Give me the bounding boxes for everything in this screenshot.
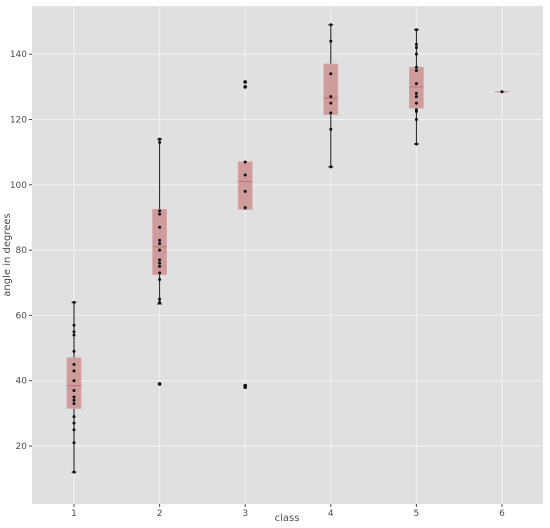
data-point xyxy=(414,82,418,86)
x-axis-title: class xyxy=(275,513,300,524)
data-point xyxy=(72,362,76,366)
data-point xyxy=(158,248,162,252)
data-point xyxy=(329,23,333,27)
x-tick-label: 4 xyxy=(328,509,334,519)
data-point xyxy=(72,323,76,327)
data-point xyxy=(158,258,162,262)
data-point xyxy=(72,300,76,304)
data-point xyxy=(158,271,162,275)
data-point xyxy=(414,101,418,105)
data-point xyxy=(72,470,76,474)
outlier-point xyxy=(157,382,162,386)
data-point xyxy=(414,28,418,32)
data-point xyxy=(158,261,162,265)
iqr-box xyxy=(323,63,339,115)
y-tick-label: 20 xyxy=(16,442,28,452)
y-tick-label: 120 xyxy=(10,115,27,125)
data-points xyxy=(72,23,504,474)
data-point xyxy=(414,46,418,50)
data-point xyxy=(158,209,162,213)
x-tick-label: 3 xyxy=(242,509,248,519)
data-point xyxy=(158,277,162,281)
iqr-box xyxy=(66,357,82,409)
iqr-box xyxy=(237,161,253,210)
plot-panel xyxy=(32,6,543,504)
data-point xyxy=(158,264,162,268)
data-point xyxy=(72,421,76,425)
y-axis-ticks: 20 40 60 80 100 120 140 xyxy=(10,50,32,452)
data-point xyxy=(72,395,76,399)
data-point xyxy=(243,189,247,193)
boxes xyxy=(66,24,509,473)
y-tick-label: 80 xyxy=(16,246,28,256)
data-point xyxy=(72,333,76,337)
x-tick-label: 2 xyxy=(157,509,163,519)
data-point xyxy=(414,52,418,56)
data-point xyxy=(72,428,76,432)
data-point xyxy=(158,212,162,216)
data-point xyxy=(414,108,418,112)
data-point xyxy=(158,140,162,144)
data-point xyxy=(243,173,247,177)
data-point xyxy=(158,225,162,229)
data-point xyxy=(243,206,247,210)
data-point xyxy=(414,117,418,121)
data-point xyxy=(72,379,76,383)
data-point xyxy=(158,242,162,246)
data-point xyxy=(414,69,418,73)
data-point xyxy=(329,72,333,76)
data-point xyxy=(414,65,418,69)
outlier-point xyxy=(243,85,247,89)
x-axis-ticks: 1 2 3 4 5 6 xyxy=(71,504,505,519)
data-point xyxy=(414,42,418,46)
data-point xyxy=(329,39,333,43)
data-point xyxy=(72,398,76,402)
data-point xyxy=(500,90,504,94)
data-point xyxy=(158,137,162,141)
box-group-class-1 xyxy=(66,301,82,473)
data-point xyxy=(414,142,418,146)
y-axis-title: angle in degrees xyxy=(2,213,13,296)
data-point xyxy=(158,300,162,304)
data-point xyxy=(158,238,162,242)
box-group-class-3 xyxy=(237,161,253,210)
data-point xyxy=(329,95,333,99)
y-tick-label: 40 xyxy=(16,377,28,387)
data-point xyxy=(72,369,76,373)
data-point xyxy=(414,91,418,95)
data-point xyxy=(72,402,76,406)
data-point xyxy=(329,165,333,169)
data-point xyxy=(329,111,333,115)
x-tick-label: 6 xyxy=(499,509,505,519)
data-point xyxy=(158,297,162,301)
data-point xyxy=(329,127,333,131)
iqr-box xyxy=(152,208,168,275)
data-point xyxy=(243,160,247,164)
outlier-point xyxy=(243,383,247,388)
y-tick-label: 140 xyxy=(10,50,27,60)
y-tick-label: 100 xyxy=(10,181,27,191)
data-point xyxy=(72,330,76,334)
data-point xyxy=(72,349,76,353)
data-point xyxy=(414,95,418,99)
data-point xyxy=(72,441,76,445)
y-tick-label: 60 xyxy=(16,311,28,321)
x-tick-label: 1 xyxy=(71,509,77,519)
data-point xyxy=(72,415,76,419)
x-tick-label: 5 xyxy=(414,509,420,519)
data-point xyxy=(72,389,76,393)
outlier-point xyxy=(243,80,247,84)
data-point xyxy=(329,101,333,105)
box-group-class-4 xyxy=(323,24,339,168)
